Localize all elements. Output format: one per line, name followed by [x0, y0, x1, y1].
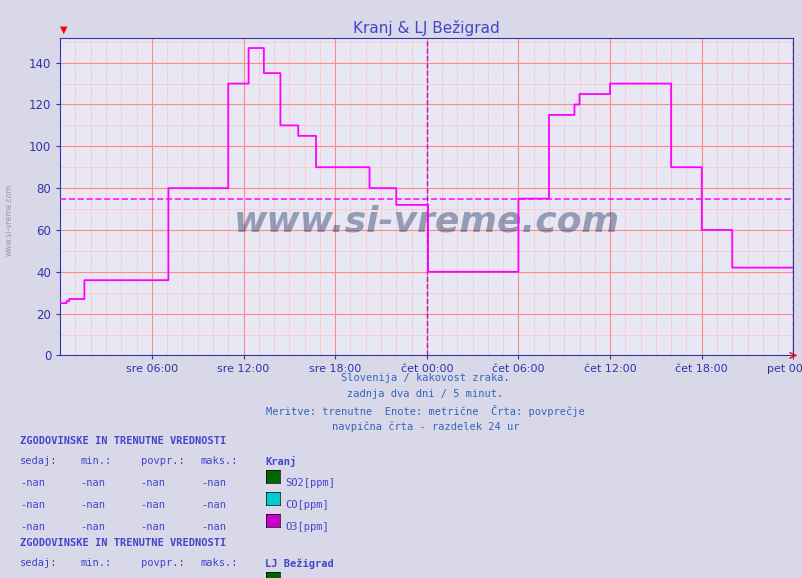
Text: sedaj:: sedaj: [20, 558, 58, 568]
Text: min.:: min.: [80, 456, 111, 466]
Text: -nan: -nan [20, 478, 45, 488]
Text: povpr.:: povpr.: [140, 456, 184, 466]
Text: -nan: -nan [80, 522, 105, 532]
Text: -nan: -nan [200, 500, 225, 510]
Text: SO2[ppm]: SO2[ppm] [285, 478, 334, 488]
Text: -nan: -nan [200, 522, 225, 532]
Text: -nan: -nan [140, 500, 165, 510]
Text: ZGODOVINSKE IN TRENUTNE VREDNOSTI: ZGODOVINSKE IN TRENUTNE VREDNOSTI [20, 436, 226, 446]
Text: sedaj:: sedaj: [20, 456, 58, 466]
Text: povpr.:: povpr.: [140, 558, 184, 568]
Text: -nan: -nan [200, 478, 225, 488]
Text: Meritve: trenutne  Enote: metrične  Črta: povprečje: Meritve: trenutne Enote: metrične Črta: … [266, 405, 584, 417]
Text: www.si-vreme.com: www.si-vreme.com [5, 184, 14, 255]
Text: ▼: ▼ [60, 25, 67, 35]
Text: -nan: -nan [140, 478, 165, 488]
Text: O3[ppm]: O3[ppm] [285, 522, 328, 532]
Text: Slovenija / kakovost zraka.: Slovenija / kakovost zraka. [341, 373, 509, 383]
Text: -nan: -nan [80, 478, 105, 488]
Text: CO[ppm]: CO[ppm] [285, 500, 328, 510]
Text: -nan: -nan [140, 522, 165, 532]
Text: maks.:: maks.: [200, 558, 238, 568]
Text: -nan: -nan [80, 500, 105, 510]
Text: Kranj: Kranj [265, 456, 296, 467]
Text: min.:: min.: [80, 558, 111, 568]
Text: -nan: -nan [20, 500, 45, 510]
Text: navpična črta - razdelek 24 ur: navpična črta - razdelek 24 ur [331, 421, 519, 432]
Text: maks.:: maks.: [200, 456, 238, 466]
Text: ZGODOVINSKE IN TRENUTNE VREDNOSTI: ZGODOVINSKE IN TRENUTNE VREDNOSTI [20, 538, 226, 549]
Text: www.si-vreme.com: www.si-vreme.com [233, 205, 619, 239]
Text: zadnja dva dni / 5 minut.: zadnja dva dni / 5 minut. [347, 389, 503, 399]
Title: Kranj & LJ Bežigrad: Kranj & LJ Bežigrad [353, 20, 500, 36]
Text: -nan: -nan [20, 522, 45, 532]
Text: LJ Bežigrad: LJ Bežigrad [265, 558, 334, 569]
